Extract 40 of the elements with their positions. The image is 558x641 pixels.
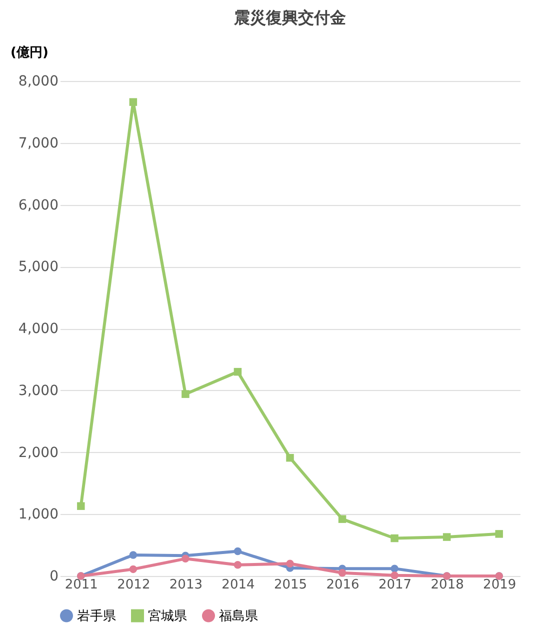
- x-tick-label: 2012: [117, 578, 150, 592]
- point: [338, 515, 346, 523]
- y-axis-title: (億円): [10, 44, 48, 60]
- point: [182, 554, 190, 563]
- legend-label: 宮城県: [148, 608, 187, 624]
- point: [234, 560, 242, 569]
- y-tick-label: 7,000: [18, 135, 58, 152]
- x-tick-label: 2014: [222, 578, 255, 592]
- legend-label: 岩手県: [77, 608, 116, 624]
- point: [129, 565, 138, 574]
- x-tick-label: 2017: [378, 578, 412, 592]
- x-tick-label: 2019: [483, 578, 516, 592]
- x-tick-label: 2016: [326, 578, 360, 592]
- point: [338, 569, 346, 577]
- x-tick-label: 2013: [169, 578, 202, 592]
- x-tick-label: 2011: [64, 578, 98, 592]
- point: [495, 530, 503, 538]
- point: [286, 560, 294, 568]
- x-tick-label: 2018: [430, 578, 464, 592]
- y-tick-label: 8,000: [18, 74, 58, 90]
- point: [182, 390, 190, 398]
- chart-title: 震災復興交付金: [233, 8, 346, 27]
- point: [286, 454, 294, 462]
- y-tick-label: 0: [50, 568, 58, 584]
- point: [129, 98, 138, 106]
- x-tick-label: 2015: [274, 578, 308, 592]
- y-tick-label: 6,000: [18, 197, 58, 214]
- legend-label: 福島県: [219, 608, 258, 624]
- point: [77, 502, 85, 510]
- point: [234, 368, 242, 376]
- y-tick-label: 4,000: [18, 321, 58, 337]
- point: [129, 551, 138, 559]
- y-tick-label: 3,000: [18, 382, 58, 399]
- point: [390, 534, 398, 542]
- y-tick-label: 1,000: [18, 506, 58, 523]
- y-tick-label: 5,000: [18, 259, 58, 276]
- y-tick-label: 2,000: [18, 444, 58, 461]
- point: [390, 564, 398, 572]
- point: [234, 547, 242, 556]
- point: [442, 533, 451, 541]
